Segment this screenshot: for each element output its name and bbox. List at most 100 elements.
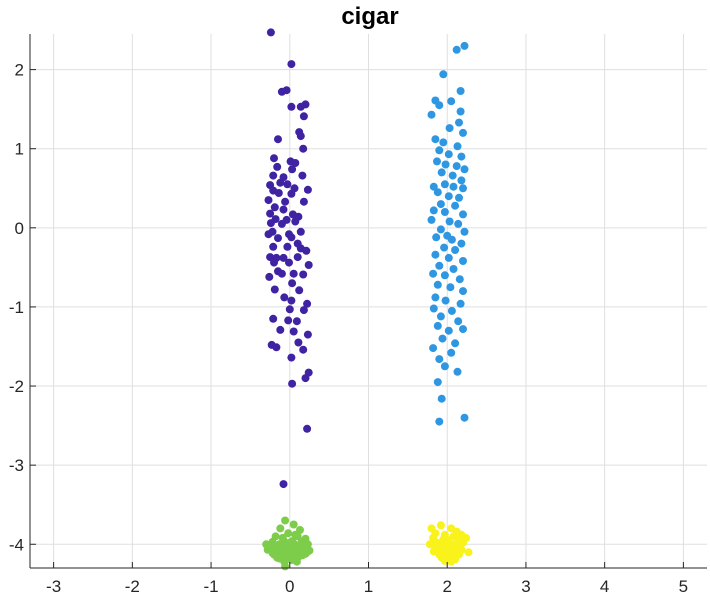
data-point-series-2 — [447, 97, 456, 106]
data-point-series-1 — [273, 162, 282, 171]
data-point-series-2 — [444, 192, 453, 201]
data-point-series-1 — [287, 233, 296, 242]
data-point-series-2 — [449, 182, 458, 191]
x-tick-label: -1 — [203, 577, 218, 596]
data-point-series-2 — [459, 287, 467, 296]
data-point-series-1 — [279, 253, 288, 262]
data-point-series-2 — [429, 206, 438, 215]
data-point-series-1 — [285, 258, 293, 267]
data-point-series-2 — [443, 231, 452, 240]
data-point-series-3 — [276, 524, 285, 533]
data-point-series-2 — [433, 378, 442, 387]
data-point-series-1 — [295, 286, 304, 295]
data-point-series-2 — [459, 210, 467, 219]
data-point-series-2 — [435, 417, 444, 426]
data-point-series-1 — [298, 171, 307, 180]
data-point-series-2 — [436, 312, 445, 321]
data-point-series-1 — [270, 203, 279, 212]
data-point-series-2 — [429, 344, 438, 353]
data-point-series-1 — [282, 215, 291, 224]
data-point-series-1 — [281, 197, 290, 206]
data-point-series-1 — [269, 171, 278, 180]
data-point-series-2 — [449, 265, 458, 273]
data-point-series-2 — [433, 157, 441, 166]
x-tick-label: 4 — [600, 577, 609, 596]
data-point-series-1 — [279, 480, 288, 489]
grid-layer — [30, 34, 707, 568]
data-point-series-1 — [266, 28, 275, 37]
data-point-series-2 — [429, 269, 438, 278]
data-point-series-3 — [289, 520, 298, 529]
data-point-series-2 — [431, 293, 440, 302]
data-point-series-1 — [285, 305, 294, 314]
data-point-series-2 — [432, 233, 441, 242]
data-point-series-1 — [283, 180, 292, 189]
data-point-series-1 — [292, 317, 301, 326]
axis-layer: -3 -2 -1 0 1 2 3 4 5 -4 -3 -2 -1 0 1 2 — [9, 34, 707, 596]
data-point-series-2 — [460, 165, 469, 174]
data-point-series-1 — [266, 219, 275, 228]
data-point-series-2 — [448, 171, 457, 180]
data-point-series-1 — [276, 325, 285, 334]
y-tick-label: -1 — [9, 298, 24, 317]
data-point-series-2 — [452, 162, 461, 171]
y-tick-label: -4 — [9, 535, 24, 554]
data-point-series-2 — [460, 413, 469, 422]
data-point-series-1 — [266, 209, 275, 218]
x-tick-label: -3 — [46, 577, 61, 596]
data-point-series-1 — [264, 196, 273, 205]
data-point-series-2 — [451, 246, 460, 254]
data-point-series-1 — [299, 345, 308, 354]
data-point-series-2 — [455, 118, 463, 127]
data-point-series-2 — [454, 317, 463, 326]
chart-title: cigar — [341, 3, 398, 30]
x-tick-label: 2 — [442, 577, 451, 596]
data-point-series-2 — [459, 257, 467, 265]
data-point-series-2 — [427, 110, 436, 119]
data-point-series-1 — [277, 269, 286, 278]
data-point-series-2 — [440, 180, 449, 189]
data-point-series-1 — [287, 296, 296, 305]
y-tick-label: 2 — [15, 61, 24, 80]
data-point-series-2 — [441, 296, 450, 305]
data-point-series-3 — [285, 538, 294, 547]
data-point-series-2 — [456, 87, 465, 95]
data-point-series-1 — [265, 272, 274, 281]
data-point-series-4 — [464, 548, 473, 557]
data-point-series-3 — [303, 548, 312, 557]
data-point-series-2 — [445, 124, 454, 133]
data-point-series-2 — [454, 219, 463, 228]
data-point-series-2 — [435, 355, 444, 364]
data-point-series-1 — [279, 205, 288, 214]
data-point-series-2 — [431, 135, 440, 144]
x-tick-label: 1 — [364, 577, 373, 596]
data-point-series-2 — [429, 304, 438, 313]
data-point-series-1 — [296, 132, 305, 141]
data-point-series-2 — [440, 271, 449, 280]
data-point-series-2 — [452, 45, 461, 54]
y-tick-label: 1 — [15, 140, 24, 159]
data-point-series-1 — [274, 234, 282, 243]
data-point-series-2 — [433, 280, 442, 289]
y-tick-label: -2 — [9, 377, 24, 396]
data-point-series-2 — [459, 128, 467, 137]
data-point-series-2 — [453, 367, 462, 376]
data-point-series-1 — [283, 242, 292, 251]
data-point-series-2 — [455, 275, 464, 284]
data-point-series-2 — [445, 217, 454, 226]
data-point-series-2 — [453, 142, 462, 151]
data-point-series-1 — [303, 299, 312, 308]
data-point-series-1 — [289, 269, 298, 278]
x-tick-label: 0 — [285, 577, 294, 596]
data-point-series-3 — [281, 516, 290, 525]
data-point-series-2 — [436, 225, 445, 234]
data-point-series-1 — [299, 306, 308, 315]
data-point-series-2 — [457, 152, 466, 161]
data-point-series-1 — [288, 165, 297, 174]
data-point-series-1 — [299, 112, 308, 121]
data-point-series-1 — [276, 178, 285, 187]
data-point-series-3 — [278, 533, 287, 542]
data-point-series-1 — [270, 258, 278, 267]
data-point-series-2 — [444, 150, 453, 159]
